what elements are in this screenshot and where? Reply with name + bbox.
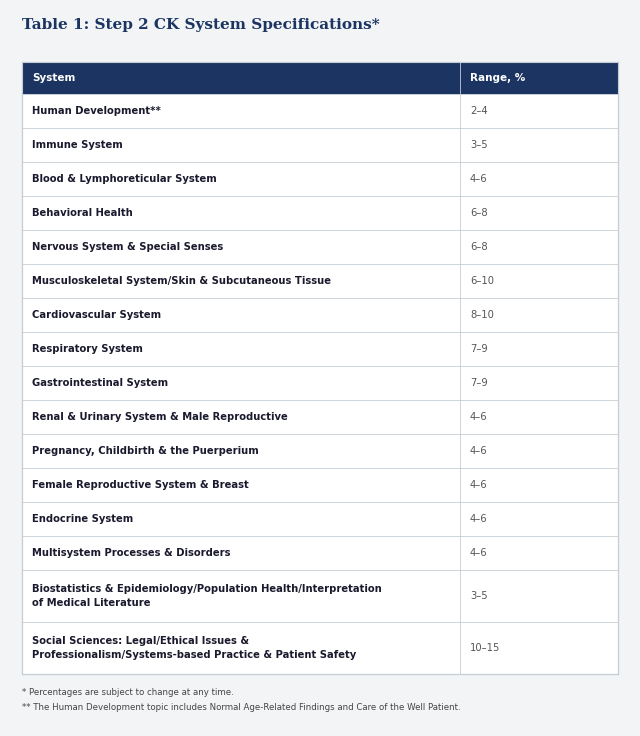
Text: 2–4: 2–4 <box>470 106 488 116</box>
Bar <box>22 62 618 94</box>
Text: Cardiovascular System: Cardiovascular System <box>32 310 161 320</box>
Bar <box>22 62 618 674</box>
Text: 7–9: 7–9 <box>470 344 488 354</box>
Text: Nervous System & Special Senses: Nervous System & Special Senses <box>32 242 223 252</box>
Text: Pregnancy, Childbirth & the Puerperium: Pregnancy, Childbirth & the Puerperium <box>32 446 259 456</box>
Text: 3–5: 3–5 <box>470 591 488 601</box>
Text: 10–15: 10–15 <box>470 643 500 653</box>
Text: Immune System: Immune System <box>32 140 123 150</box>
Text: System: System <box>32 73 76 83</box>
Text: 4–6: 4–6 <box>470 548 488 558</box>
Text: 6–8: 6–8 <box>470 242 488 252</box>
Text: 4–6: 4–6 <box>470 412 488 422</box>
Text: Human Development**: Human Development** <box>32 106 161 116</box>
Text: ** The Human Development topic includes Normal Age-Related Findings and Care of : ** The Human Development topic includes … <box>22 703 461 712</box>
Text: Gastrointestinal System: Gastrointestinal System <box>32 378 168 388</box>
Text: Biostatistics & Epidemiology/Population Health/Interpretation
of Medical Literat: Biostatistics & Epidemiology/Population … <box>32 584 381 608</box>
Text: Multisystem Processes & Disorders: Multisystem Processes & Disorders <box>32 548 230 558</box>
Text: Blood & Lymphoreticular System: Blood & Lymphoreticular System <box>32 174 217 184</box>
Text: Social Sciences: Legal/Ethical Issues &
Professionalism/Systems-based Practice &: Social Sciences: Legal/Ethical Issues & … <box>32 636 356 660</box>
Text: Musculoskeletal System/Skin & Subcutaneous Tissue: Musculoskeletal System/Skin & Subcutaneo… <box>32 276 331 286</box>
Text: Behavioral Health: Behavioral Health <box>32 208 132 218</box>
Text: Endocrine System: Endocrine System <box>32 514 133 524</box>
Text: 4–6: 4–6 <box>470 514 488 524</box>
Text: 6–8: 6–8 <box>470 208 488 218</box>
Text: 4–6: 4–6 <box>470 174 488 184</box>
Text: 7–9: 7–9 <box>470 378 488 388</box>
Text: Range, %: Range, % <box>470 73 525 83</box>
Text: 3–5: 3–5 <box>470 140 488 150</box>
Text: 8–10: 8–10 <box>470 310 494 320</box>
Text: 4–6: 4–6 <box>470 480 488 490</box>
Text: Respiratory System: Respiratory System <box>32 344 143 354</box>
Text: * Percentages are subject to change at any time.: * Percentages are subject to change at a… <box>22 688 234 697</box>
Text: 6–10: 6–10 <box>470 276 494 286</box>
Text: Table 1: Step 2 CK System Specifications*: Table 1: Step 2 CK System Specifications… <box>22 18 380 32</box>
Text: 4–6: 4–6 <box>470 446 488 456</box>
Text: Renal & Urinary System & Male Reproductive: Renal & Urinary System & Male Reproducti… <box>32 412 288 422</box>
Text: Female Reproductive System & Breast: Female Reproductive System & Breast <box>32 480 249 490</box>
